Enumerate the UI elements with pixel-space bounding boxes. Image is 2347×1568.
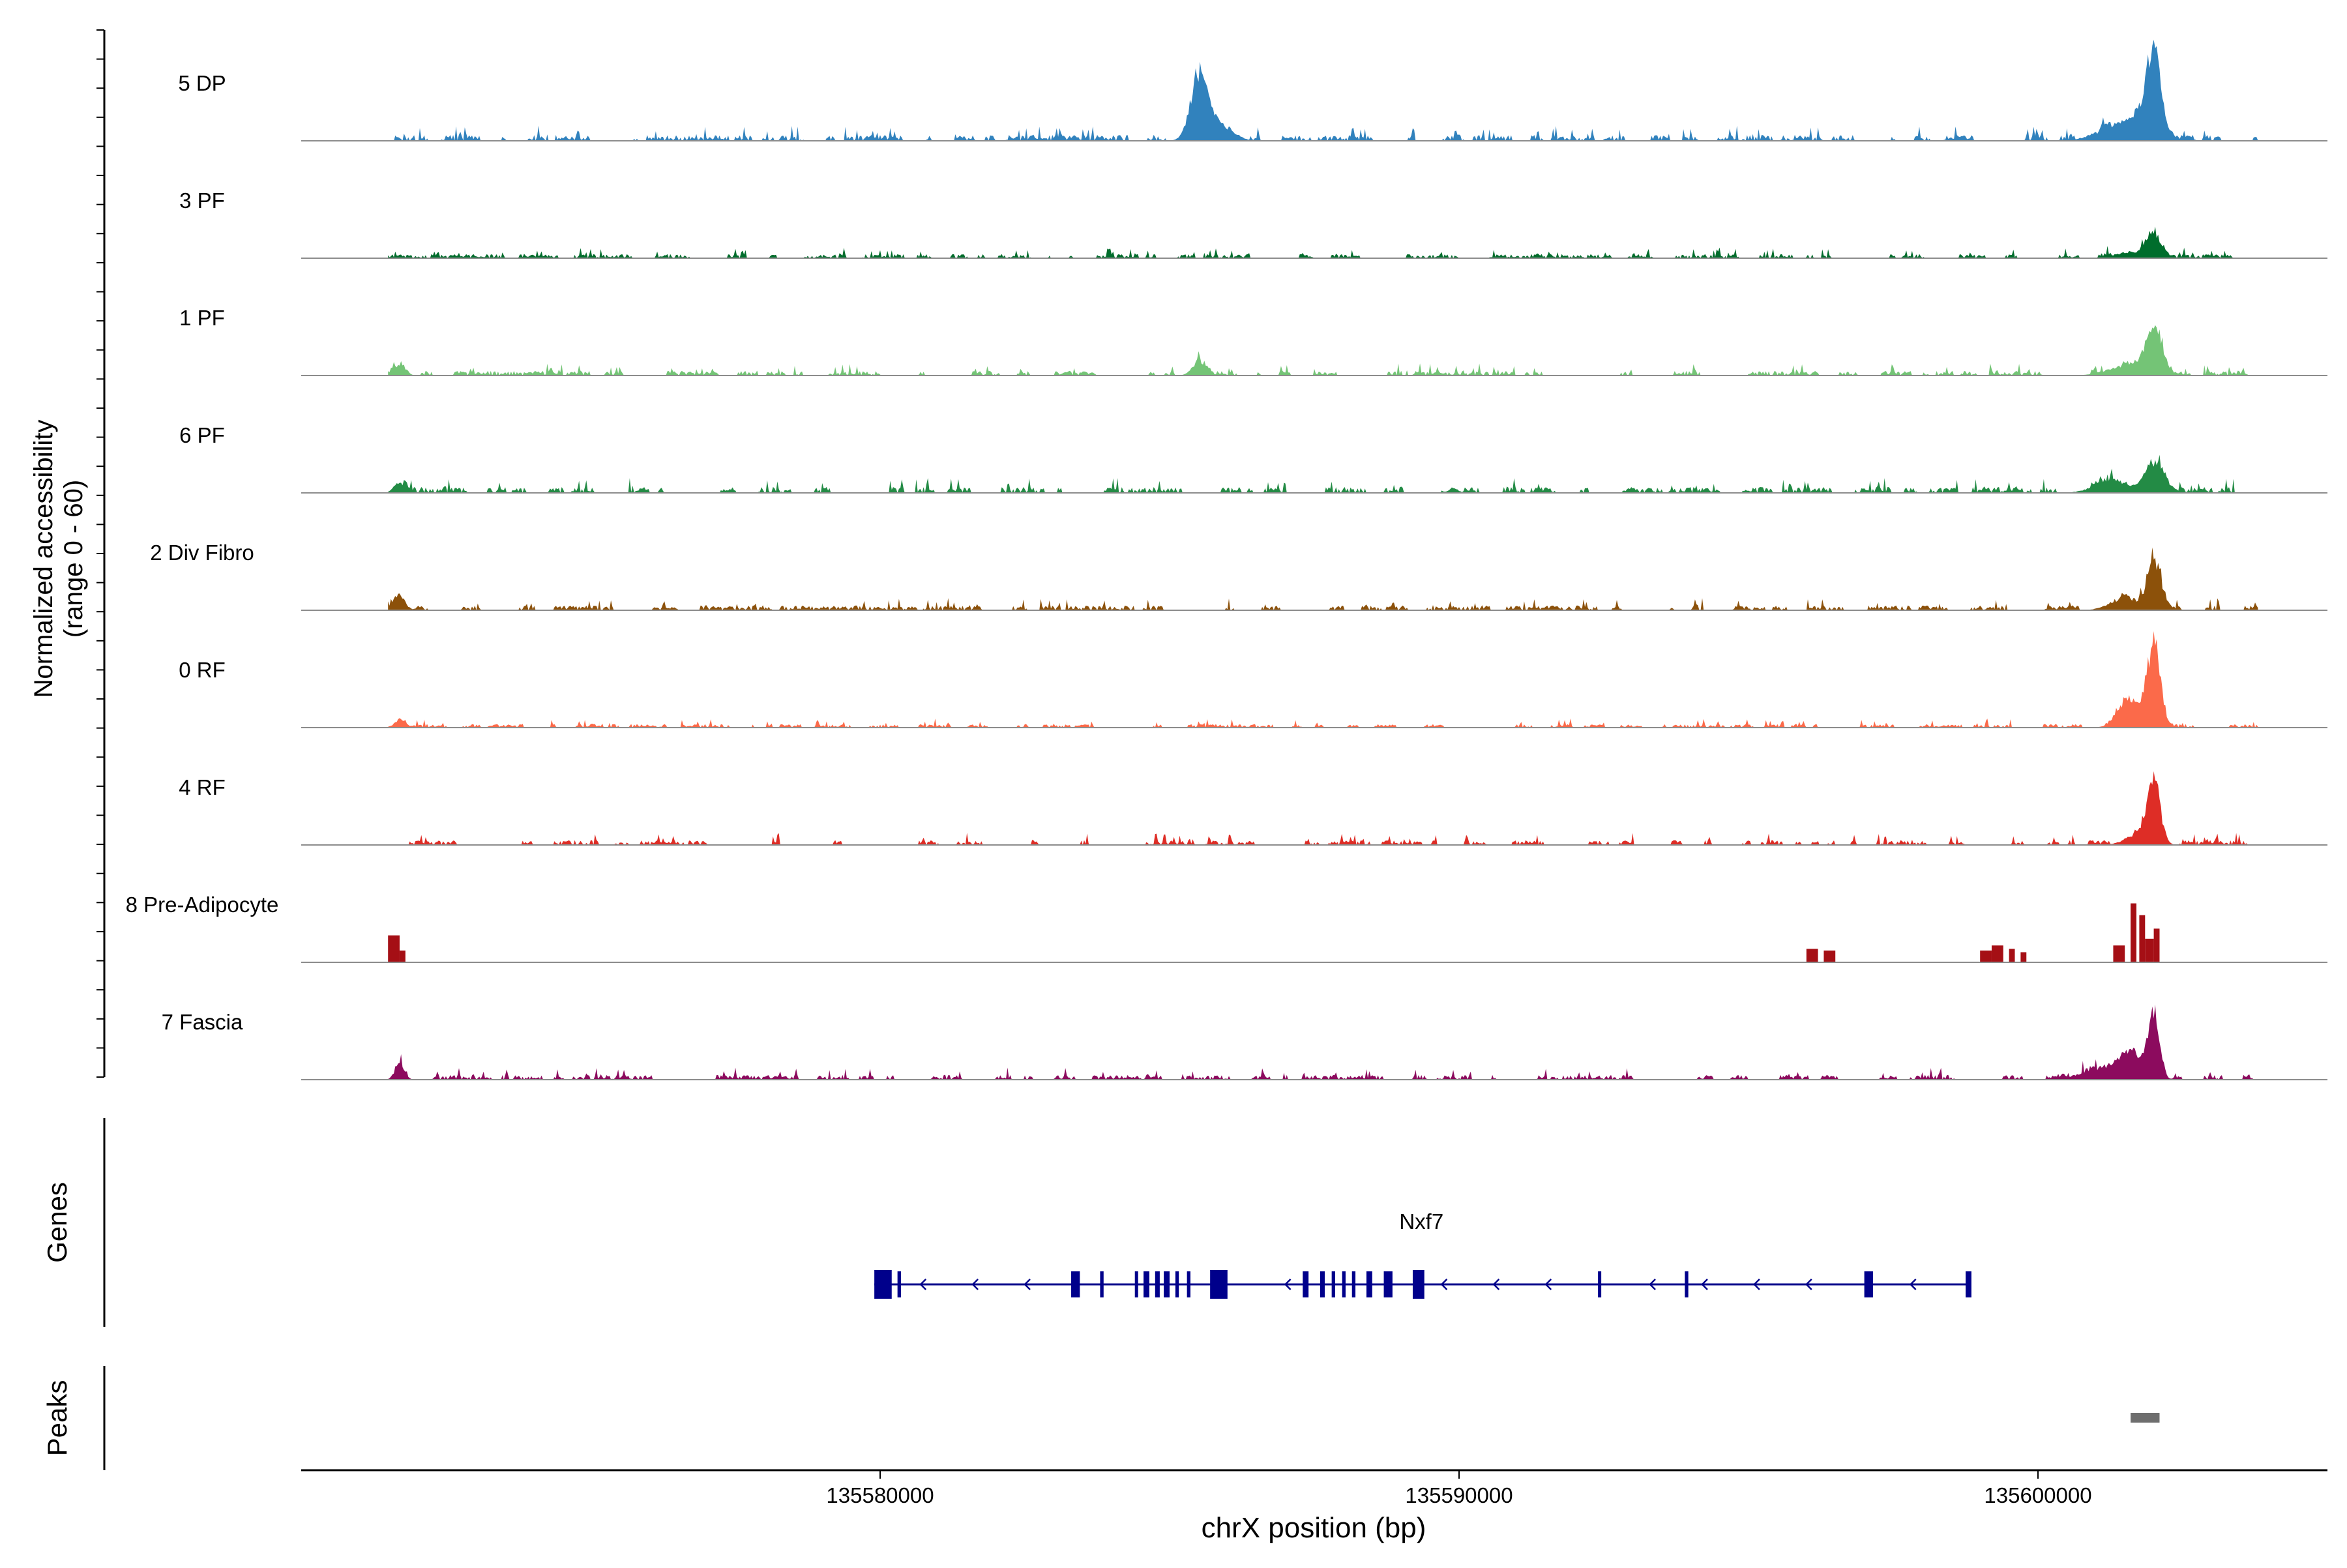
track-label-2-div-fibro: 2 Div Fibro [150,540,254,565]
x-tick-label: 135590000 [1405,1483,1513,1507]
track-label-0-rf: 0 RF [179,658,226,682]
strand-arrow [1701,1279,1708,1290]
coverage-bar [1806,949,1818,962]
gene-exon [874,1270,892,1299]
gene-exon [1412,1270,1424,1299]
gene-exon [1155,1271,1160,1297]
peak-track [2131,1413,2160,1423]
strand-arrow [1544,1279,1552,1290]
gene-track: Nxf7 [874,1209,1971,1299]
x-tick-label: 135580000 [826,1483,934,1507]
x-axis-title: chrX position (bp) [1202,1512,1426,1544]
gene-exon [1351,1271,1356,1297]
gene-exon [897,1271,901,1297]
track-label-8-pre-adipocyte: 8 Pre-Adipocyte [126,893,279,917]
genes-axis-title: Genes [42,1182,72,1263]
coverage-area-6-pf [388,454,2258,493]
strand-arrow [919,1279,927,1290]
gene-exon [1144,1271,1149,1297]
strand-arrow [1753,1279,1760,1290]
gene-exon [1303,1271,1309,1297]
coverage-bar [2145,938,2154,962]
coverage-area-5-dp [388,40,2258,141]
gene-exon [1685,1271,1689,1297]
strand-arrow [1024,1279,1031,1290]
strand-arrow [1440,1279,1448,1290]
coverage-bar [1991,945,2003,962]
coverage-bar [2009,949,2015,962]
coverage-area-7-fascia [388,1004,2258,1080]
coverage-area-3-pf [388,226,2258,258]
y-axis-title-line1: Normalized accessibility [29,420,58,698]
strand-arrow [1909,1279,1917,1290]
coverage-tracks [301,40,2327,1080]
gene-exon [1966,1271,1971,1297]
gene-exon [1210,1270,1228,1299]
gene-exon [1134,1271,1138,1297]
left-axes [96,29,106,1470]
coverage-bar [1823,950,1836,962]
gene-exon [1320,1271,1325,1297]
coverage-bar [2139,915,2146,962]
coverage-bar [388,935,400,962]
strand-arrow [1805,1279,1812,1290]
coverage-bar [399,950,406,962]
gene-exon [1342,1271,1346,1297]
coverage-area-1-pf [388,325,2258,376]
x-axis: 135580000 135590000 135600000 [301,1469,2327,1507]
track-label-4-rf: 4 RF [179,775,226,799]
gene-exon [1071,1271,1080,1297]
track-label-6-pf: 6 PF [179,423,225,447]
coverage-bar [2020,952,2027,962]
track-labels: 5 DP 3 PF 1 PF 6 PF 2 Div Fibro 0 RF 4 RF 8 Pre… [126,71,279,1034]
coverage-bar [2153,928,2160,962]
gene-exon [1598,1271,1602,1297]
x-tick-label: 135600000 [1984,1483,2091,1507]
peaks-axis-title: Peaks [42,1380,72,1457]
gene-exon [1175,1271,1179,1297]
gene-exon [1331,1271,1335,1297]
strand-arrow [971,1279,979,1290]
strand-arrow [1649,1279,1656,1290]
track-label-3-pf: 3 PF [179,188,225,213]
gene-name-label: Nxf7 [1399,1209,1443,1234]
peak-region [2131,1413,2160,1423]
gene-exon [1383,1271,1393,1297]
track-label-5-dp: 5 DP [178,71,226,95]
gene-exon [1366,1271,1372,1297]
coverage-bar [2113,945,2125,962]
coverage-bar [1980,950,1992,962]
coverage-area-0-rf [388,631,2258,728]
strand-arrow [1284,1279,1292,1290]
gene-exon [1187,1271,1190,1297]
gene-exon [1100,1271,1104,1297]
strand-arrow [1492,1279,1500,1290]
gene-exon [1864,1271,1873,1297]
coverage-area-4-rf [388,771,2258,845]
coverage-area-2-div-fibro [388,547,2258,610]
track-label-1-pf: 1 PF [179,306,225,330]
coverage-bar [2131,903,2136,962]
track-label-7-fascia: 7 Fascia [162,1010,243,1034]
gene-exon [1164,1271,1170,1297]
y-axis-title-line2: (range 0 - 60) [59,480,88,638]
